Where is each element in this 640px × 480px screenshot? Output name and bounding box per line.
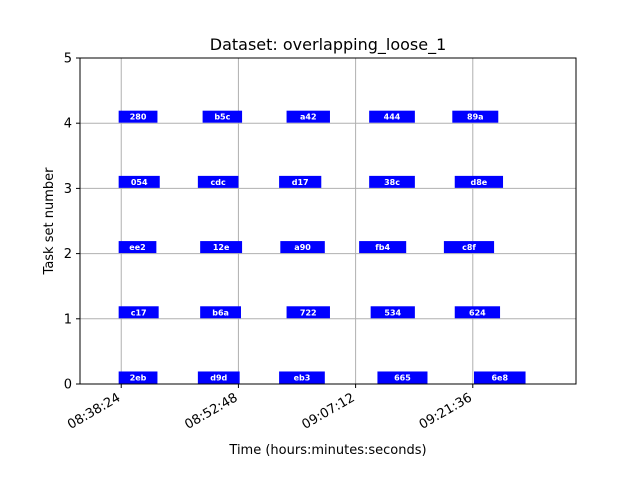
- x-axis-label: Time (hours:minutes:seconds): [228, 443, 426, 458]
- task-bar: [369, 110, 415, 123]
- task-bar: [286, 306, 330, 319]
- task-bar-label: d17: [292, 178, 309, 187]
- task-bar-label: 6e8: [491, 373, 508, 382]
- y-tick-label: 0: [64, 378, 72, 393]
- task-bar: [452, 110, 499, 123]
- task-bar: [280, 241, 325, 254]
- task-bar-label: ee2: [129, 243, 145, 252]
- task-bar: [369, 175, 415, 188]
- y-tick-label: 3: [64, 182, 72, 197]
- task-bar: [279, 371, 325, 384]
- task-bar: [474, 371, 526, 384]
- task-bar: [370, 306, 415, 319]
- task-bar-label: 12e: [213, 243, 230, 252]
- task-bar-label: 38c: [384, 178, 400, 187]
- y-tick-label: 1: [64, 312, 72, 327]
- task-bar: [197, 175, 239, 188]
- task-bar-label: eb3: [294, 373, 311, 382]
- y-axis-label: Task set number: [42, 167, 57, 276]
- task-bar-label: b6a: [212, 308, 229, 317]
- task-bar-label: fb4: [375, 243, 390, 252]
- task-bar: [118, 175, 160, 188]
- y-tick-label: 5: [64, 52, 72, 67]
- task-bar: [454, 175, 504, 188]
- task-bar: [286, 110, 330, 123]
- task-bar: [118, 306, 159, 319]
- task-bar: [443, 241, 495, 254]
- task-bar-label: c8f: [462, 243, 476, 252]
- task-bar: [200, 306, 241, 319]
- y-tick-label: 2: [64, 247, 72, 262]
- task-bar: [377, 371, 428, 384]
- task-bar-label: 444: [384, 113, 401, 122]
- task-bar-label: a90: [294, 243, 311, 252]
- task-bar: [454, 306, 501, 319]
- task-bar: [118, 110, 158, 123]
- task-bar: [202, 110, 243, 123]
- task-bar-label: 665: [394, 373, 411, 382]
- y-axis: 0 1 2 3 4 5: [64, 52, 80, 393]
- y-tick-label: 4: [64, 117, 72, 132]
- task-bar-label: 280: [130, 113, 147, 122]
- task-bar-label: 89a: [467, 113, 484, 122]
- bars: 280 b5c a42 444 89a 054 cdc d17 38c d8e ee2 12e a90 f…: [118, 110, 526, 384]
- task-bar: [197, 371, 240, 384]
- plot-frame: [79, 57, 577, 385]
- task-bar: [118, 371, 158, 384]
- task-bar-label: 722: [300, 308, 317, 317]
- task-bar-label: 624: [469, 308, 486, 317]
- task-bar: [279, 175, 322, 188]
- task-bar-label: d9d: [210, 373, 227, 382]
- chart-title: Dataset: overlapping_loose_1: [210, 35, 447, 55]
- task-bar-label: 2eb: [130, 373, 147, 382]
- task-bar-label: a42: [300, 113, 317, 122]
- task-bar-label: d8e: [471, 178, 488, 187]
- task-bar: [200, 241, 243, 254]
- task-bar: [359, 241, 407, 254]
- task-bar-label: cdc: [211, 178, 226, 187]
- task-bar-label: 054: [131, 178, 148, 187]
- task-bar-label: c17: [131, 308, 147, 317]
- task-bar: [118, 241, 157, 254]
- task-bar-label: 534: [384, 308, 401, 317]
- task-bar-label: b5c: [214, 113, 230, 122]
